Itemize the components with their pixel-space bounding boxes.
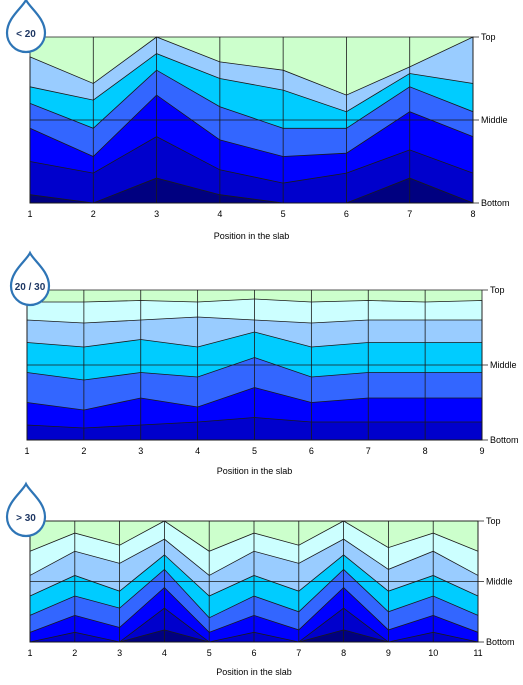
x-tick-label: 10 (428, 648, 438, 658)
contour-band-7 (29, 607, 479, 643)
badge-label: < 20 (16, 29, 36, 40)
y-tick-label-bottom: Bottom (490, 435, 519, 445)
contour-chart-2: 1 2 3 4 5 6 7 8 9 Top Middle Bottom Position in the … (9, 250, 519, 476)
badge-label: 20 / 30 (15, 282, 46, 293)
x-tick-label: 8 (423, 446, 428, 456)
y-tick-label-top: Top (490, 285, 505, 295)
x-tick-label: 4 (162, 648, 167, 658)
droplet-icon (9, 250, 51, 307)
x-axis-label: Position in the slab (216, 667, 292, 677)
x-tick-label: 5 (252, 446, 257, 456)
x-tick-label: 2 (91, 209, 96, 219)
y-tick-label-middle: Middle (486, 577, 513, 587)
x-tick-label: 1 (27, 209, 32, 219)
badge-label: > 30 (16, 513, 36, 524)
droplet-icon (5, 481, 47, 538)
x-tick-label: 3 (138, 446, 143, 456)
y-tick-label-top: Top (481, 32, 496, 42)
x-tick-label: 3 (154, 209, 159, 219)
x-tick-label: 6 (251, 648, 256, 658)
x-tick-label: 9 (386, 648, 391, 658)
x-tick-label: 2 (72, 648, 77, 658)
x-tick-label: 8 (341, 648, 346, 658)
x-tick-label: 5 (281, 209, 286, 219)
y-tick-label-top: Top (486, 516, 501, 526)
x-tick-label: 7 (407, 209, 412, 219)
contour-chart-3: 1 2 3 4 5 6 7 8 9 10 11 Top Middle Bottom Position in … (5, 481, 515, 677)
x-axis-label: Position in the slab (214, 231, 290, 241)
x-tick-label: 9 (479, 446, 484, 456)
droplet-icon (5, 0, 47, 54)
x-tick-label: 1 (24, 446, 29, 456)
y-tick-label-middle: Middle (481, 115, 508, 125)
x-tick-label: 6 (344, 209, 349, 219)
x-tick-label: 1 (27, 648, 32, 658)
x-tick-label: 11 (473, 648, 482, 658)
x-axis-label: Position in the slab (217, 466, 293, 476)
x-tick-label: 8 (470, 209, 475, 219)
x-tick-label: 7 (296, 648, 301, 658)
x-tick-label: 5 (207, 648, 212, 658)
contour-chart-1: 1 2 3 4 5 6 7 8 Top Middle Bottom Position in the s… (5, 0, 510, 241)
x-tick-label: 4 (217, 209, 222, 219)
x-tick-label: 4 (195, 446, 200, 456)
y-tick-label-middle: Middle (490, 360, 517, 370)
droplet-badge: > 30 (5, 481, 47, 538)
y-tick-label-bottom: Bottom (481, 198, 510, 208)
x-tick-label: 3 (117, 648, 122, 658)
droplet-badge: < 20 (5, 0, 47, 54)
x-tick-label: 2 (81, 446, 86, 456)
x-tick-label: 6 (309, 446, 314, 456)
x-tick-label: 7 (366, 446, 371, 456)
y-tick-label-bottom: Bottom (486, 637, 515, 647)
droplet-badge: 20 / 30 (9, 250, 51, 307)
